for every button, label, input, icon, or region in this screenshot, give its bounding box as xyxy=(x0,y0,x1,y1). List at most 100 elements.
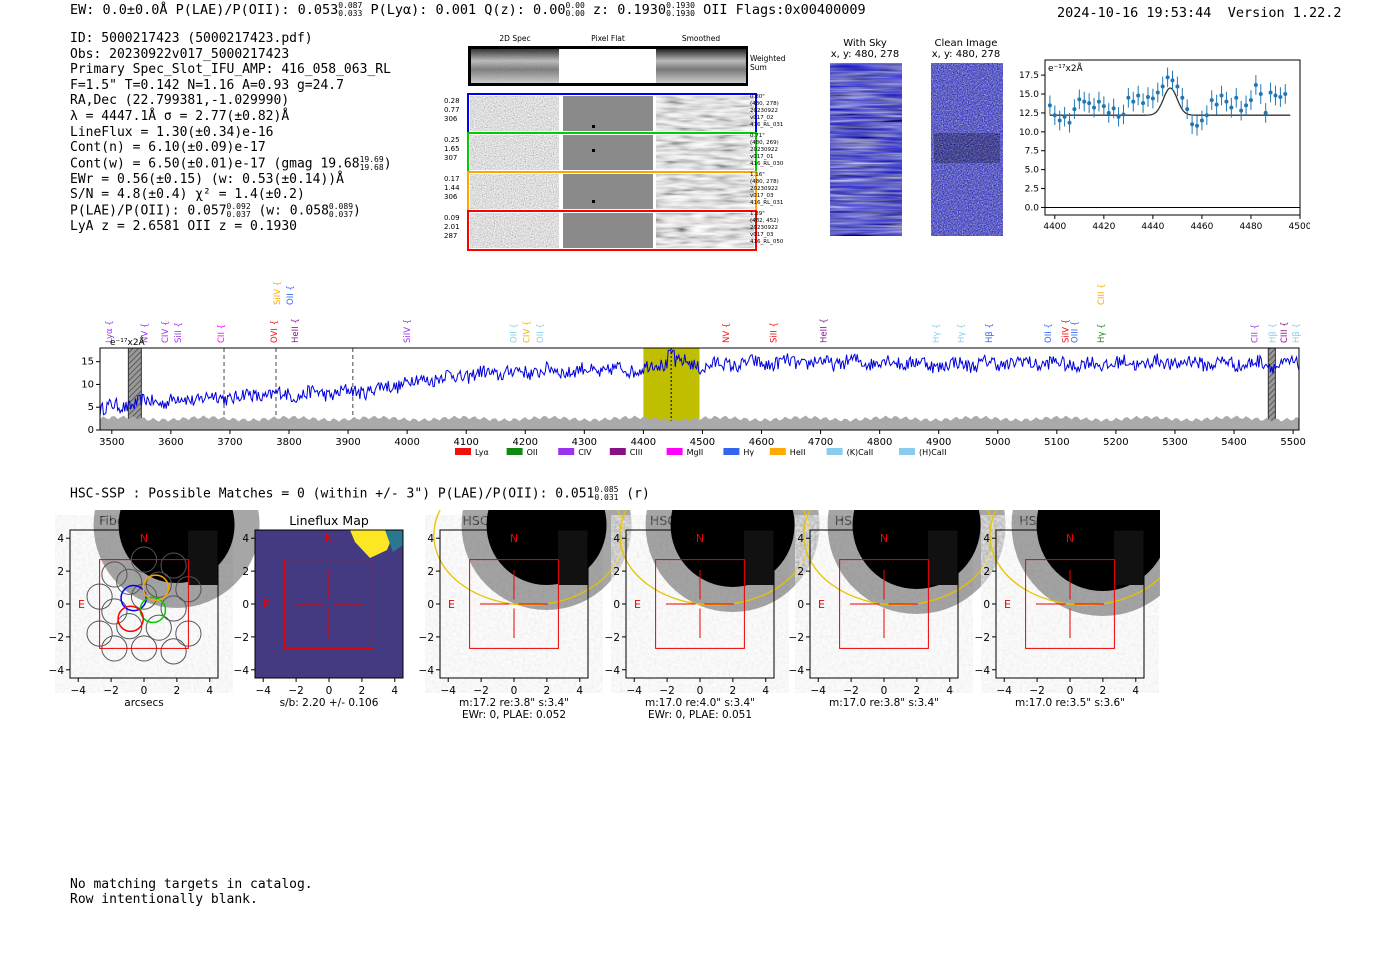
emission-line-label: SiII { xyxy=(769,322,779,343)
fiber-circle xyxy=(101,561,128,588)
cutout-left-label: 1.44 xyxy=(444,184,460,192)
y-tick-label: 2 xyxy=(797,566,804,578)
zoom-x-tick-label: 4440 xyxy=(1141,222,1164,230)
target-box xyxy=(469,559,559,649)
y-tick-label: 2 xyxy=(983,566,990,578)
emission-line-label: SiIV { xyxy=(403,319,413,343)
lineflux-map xyxy=(255,530,403,678)
zoom-data-point xyxy=(1136,93,1141,98)
y-tick-label: 4 xyxy=(427,533,434,545)
legend-label: (K)CaII xyxy=(847,448,874,457)
x-tick-label: −2 xyxy=(843,685,858,697)
pixel-flat-defect xyxy=(592,200,595,203)
x-tick-label: 4 xyxy=(206,685,213,697)
y-tick-label: 4 xyxy=(613,533,620,545)
zoom-data-point xyxy=(1175,84,1180,89)
spec-x-tick-label: 4700 xyxy=(808,437,833,448)
spec-x-tick-label: 3900 xyxy=(335,437,360,448)
with-sky-title: With Sky x, y: 480, 278 xyxy=(820,38,910,60)
spectrum-background xyxy=(100,347,1299,431)
highlighted-fiber xyxy=(120,584,147,612)
zoom-x-tick-label: 4420 xyxy=(1092,222,1115,230)
info-params: F=1.5" T=0.142 N=1.16 A=0.93 g=24.7 xyxy=(70,77,344,93)
plae-close: ) xyxy=(353,203,361,219)
fiber-circle xyxy=(101,598,128,625)
cutout-pixelflat xyxy=(563,174,653,209)
info-ewr: EWr = 0.56(±0.15) (w: 0.53(±0.14))Å xyxy=(70,171,344,187)
with-sky-image xyxy=(830,63,902,236)
cutout-right-label: (482, 452) xyxy=(750,218,779,224)
zoom-y-tick-label: 5.0 xyxy=(1025,166,1040,176)
gmag-upper: 19.69 xyxy=(359,154,384,164)
zoom-data-point xyxy=(1126,95,1131,100)
spec-x-tick-label: 3500 xyxy=(99,437,124,448)
east-label: E xyxy=(634,598,641,611)
zoom-x-tick-label: 4480 xyxy=(1240,222,1263,230)
cutout-right-label: 416_RL_031 xyxy=(750,200,783,206)
y-tick-label: 2 xyxy=(427,566,434,578)
masked-region xyxy=(1267,347,1276,431)
spec-x-tick-label: 5000 xyxy=(985,437,1010,448)
aperture-ellipse xyxy=(803,510,995,606)
east-label: E xyxy=(448,598,455,611)
y-tick-label: −2 xyxy=(975,632,990,644)
target-box xyxy=(1025,559,1115,649)
zoom-data-point xyxy=(1199,118,1204,123)
legend-label: HeII xyxy=(790,448,806,457)
spec-x-tick-label: 4500 xyxy=(690,437,715,448)
zoom-data-point xyxy=(1170,78,1175,83)
x-tick-label: −4 xyxy=(996,685,1012,697)
zoom-data-point xyxy=(1096,99,1101,104)
zoom-y-tick-label: 15.0 xyxy=(1019,90,1039,100)
emission-line-label: OII { xyxy=(1044,323,1054,343)
cont-w-text: Cont(w) = 6.50(±0.01)e-17 (gmag 19.68 xyxy=(70,156,360,172)
y-tick-label: 4 xyxy=(242,533,249,545)
panel-caption: m:17.2 re:3.8" s:3.4" xyxy=(459,697,569,709)
zoom-data-point xyxy=(1160,84,1165,89)
emission-line-label: Hγ { xyxy=(1097,323,1107,343)
x-tick-label: 0 xyxy=(511,685,518,697)
emission-line-label: HeII { xyxy=(291,318,301,343)
cutout-right-label: 20230922 xyxy=(750,186,778,192)
x-tick-label: −4 xyxy=(440,685,456,697)
spectrum-data xyxy=(99,349,1300,417)
clean-image-xy: x, y: 480, 278 xyxy=(931,49,1001,60)
emission-line-label: CIV { xyxy=(161,321,171,343)
cutout-left-label: 2.01 xyxy=(444,223,460,231)
zoom-data-point xyxy=(1185,107,1190,112)
info-cont-w: Cont(w) = 6.50(±0.01)e-17 (gmag 19.6819.… xyxy=(70,154,392,172)
plae-upper: 0.087 xyxy=(338,1,363,10)
plae-w-text: (w: 0.058 xyxy=(250,203,329,219)
catalog-note: No matching targets in catalog. Row inte… xyxy=(70,877,313,907)
emission-line-label: OII { xyxy=(509,323,519,343)
ew-plae-text: EW: 0.0±0.0Å P(LAE)/P(OII): 0.053 xyxy=(70,2,339,18)
fiber-circle xyxy=(160,595,187,622)
y-tick-label: 4 xyxy=(797,533,804,545)
spec-x-tick-label: 4600 xyxy=(749,437,774,448)
cutout-smoothed xyxy=(656,213,754,248)
clean-image-title: Clean Image x, y: 480, 278 xyxy=(921,38,1011,60)
y-tick-label: −2 xyxy=(605,632,620,644)
emission-line-label: Hβ { xyxy=(985,323,995,343)
spectrum-frame xyxy=(99,347,1300,431)
cutout-right-label: 1.39" xyxy=(750,211,765,217)
info-cont-n: Cont(n) = 6.10(±0.09)e-17 xyxy=(70,140,266,156)
zoom-y-tick-label: 2.5 xyxy=(1025,185,1039,195)
zoom-data-point xyxy=(1268,90,1273,95)
legend-swatch xyxy=(666,448,683,455)
east-label: E xyxy=(818,598,825,611)
panel-caption: m:17.0 re:3.5" s:3.6" xyxy=(1015,697,1125,709)
summary-header: EW: 0.0±0.0Å P(LAE)/P(OII): 0.0530.087 0.… xyxy=(70,1,866,19)
spec-x-tick-label: 4800 xyxy=(867,437,892,448)
cutout-right-label: 416_RL_050 xyxy=(750,239,784,245)
x-tick-label: 0 xyxy=(326,685,333,697)
legend-swatch xyxy=(506,448,523,455)
zoom-data-point xyxy=(1082,99,1087,104)
panel-caption: m:17.0 re:3.8" s:3.4" xyxy=(829,697,939,709)
zoom-data-point xyxy=(1155,90,1160,95)
fiber-circle xyxy=(116,613,143,640)
zoom-x-tick-label: 4500 xyxy=(1289,222,1310,230)
emission-line-label: OVI { xyxy=(270,320,280,343)
weighted-sum-row: Weighted Sum xyxy=(468,46,786,86)
emission-line-label: OII { xyxy=(536,323,546,343)
